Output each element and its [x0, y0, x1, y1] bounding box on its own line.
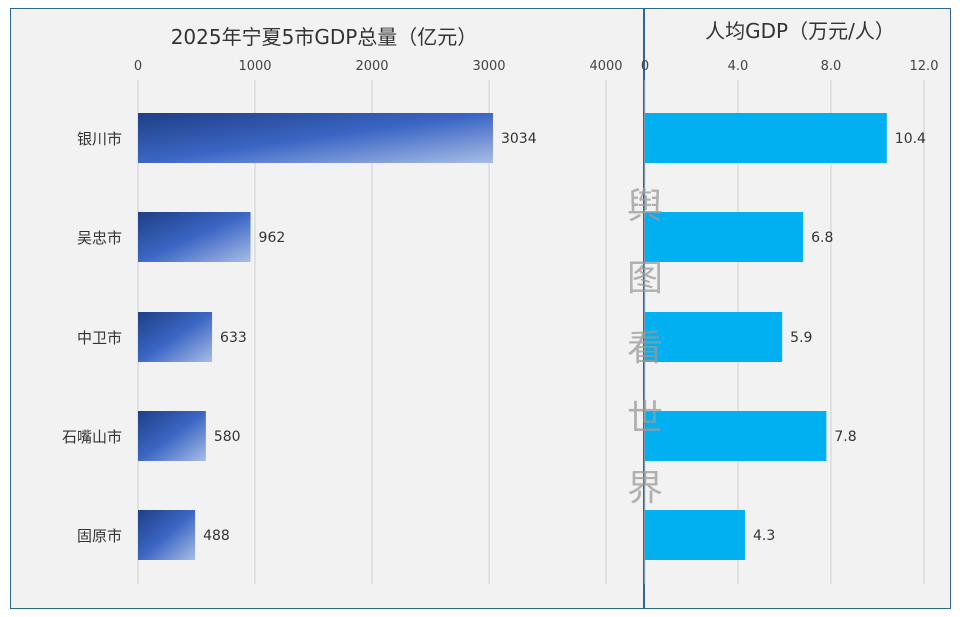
per-capita-tick-label: 0: [641, 59, 649, 74]
watermark-char: 界: [627, 468, 663, 509]
gdp-value-label: 3034: [501, 131, 537, 147]
panel-divider: [643, 8, 645, 609]
gdp-value-label: 488: [203, 528, 230, 544]
per-capita-value-label: 6.8: [811, 230, 833, 246]
watermark-char: 看: [627, 328, 663, 369]
per-capita-tick-label: 8.0: [821, 59, 842, 74]
gdp-tick-label: 3000: [472, 59, 505, 74]
category-label: 中卫市: [77, 329, 122, 347]
gdp-value-label: 633: [220, 330, 247, 346]
per-capita-value-label: 7.8: [834, 429, 856, 445]
gdp-tick-label: 0: [134, 59, 142, 74]
category-label: 吴忠市: [77, 229, 122, 247]
gdp-bar: [138, 212, 251, 262]
gdp-chart: 0 1000 2000 3000 4000 3034 银川市 962 吴忠市 633 中卫市 580 石…: [62, 59, 623, 584]
gdp-chart-title: 2025年宁夏5市GDP总量（亿元）: [171, 25, 478, 49]
category-label: 银川市: [77, 130, 122, 148]
gdp-tick-label: 4000: [589, 59, 622, 74]
per-capita-bar: [645, 312, 783, 362]
per-capita-value-label: 10.4: [895, 131, 926, 147]
per-capita-bar: [645, 411, 827, 461]
category-label: 固原市: [77, 527, 122, 545]
gdp-bar: [138, 312, 213, 362]
gdp-tick-label: 2000: [355, 59, 388, 74]
watermark-char: 图: [627, 258, 663, 299]
per-capita-value-label: 5.9: [790, 330, 812, 346]
per-capita-bar: [645, 212, 804, 262]
category-label: 石嘴山市: [62, 428, 122, 446]
per-capita-tick-label: 4.0: [728, 59, 749, 74]
gdp-value-label: 962: [259, 230, 286, 246]
per-capita-tick-label: 12.0: [910, 59, 939, 74]
gdp-bar: [138, 113, 493, 163]
per-capita-value-label: 4.3: [753, 528, 775, 544]
per-capita-bar: [645, 113, 887, 163]
watermark-char: 世: [627, 398, 663, 439]
per-capita-bar: [645, 510, 745, 560]
watermark-char: 舆: [627, 186, 663, 227]
chart-frame: [10, 8, 951, 609]
per-capita-chart: 0 4.0 8.0 12.0 10.4 6.8 5.9 7.8 4.3: [641, 59, 939, 584]
gdp-tick-label: 1000: [238, 59, 271, 74]
gdp-value-label: 580: [214, 429, 241, 445]
per-capita-chart-title: 人均GDP（万元/人）: [705, 19, 895, 43]
gdp-bar: [138, 411, 206, 461]
gdp-bar: [138, 510, 196, 560]
